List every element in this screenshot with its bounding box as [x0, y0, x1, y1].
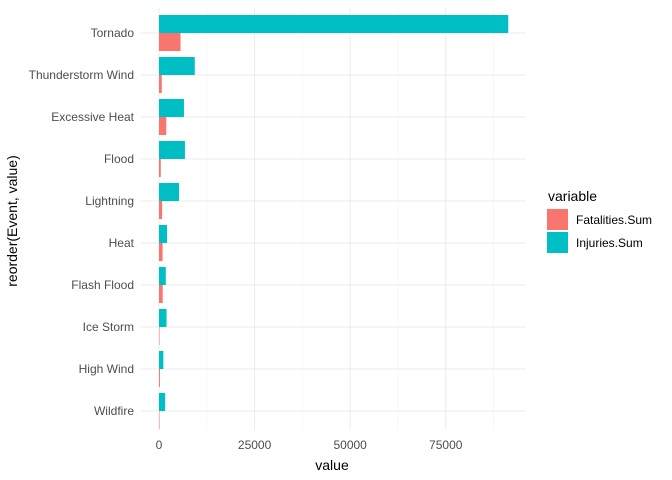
- y-tick-label: Excessive Heat: [51, 110, 134, 124]
- bar-heat-injuries: [159, 225, 168, 243]
- legend-swatch-fatalities: [547, 209, 568, 230]
- bar-thunderstorm-wind-injuries: [159, 57, 195, 75]
- bar-lightning-fatalities: [159, 201, 163, 219]
- y-axis-title: reorder(Event, value): [4, 155, 20, 287]
- bar-high-wind-injuries: [159, 351, 164, 369]
- grid: [141, 8, 526, 430]
- bar-wildfire-fatalities: [159, 411, 160, 429]
- legend: variable Fatalities.Sum Injuries.Sum: [547, 188, 652, 253]
- x-tick-labels: 0 25000 50000 75000: [156, 438, 463, 452]
- x-tick-label: 50000: [333, 438, 367, 452]
- y-tick-labels: Tornado Thunderstorm Wind Excessive Heat Fl…: [29, 26, 135, 418]
- bar-flash-flood-fatalities: [159, 285, 163, 303]
- legend-label-fatalities: Fatalities.Sum: [576, 213, 652, 227]
- bar-high-wind-fatalities: [159, 369, 160, 387]
- y-tick-label: Flash Flood: [71, 278, 134, 292]
- bar-thunderstorm-wind-fatalities: [159, 75, 162, 93]
- bar-wildfire-injuries: [159, 393, 166, 411]
- bar-tornado-fatalities: [159, 33, 181, 51]
- bar-ice-storm-injuries: [159, 309, 167, 327]
- bar-ice-storm-fatalities: [159, 327, 160, 345]
- bar-heat-fatalities: [159, 243, 163, 261]
- bar-excessive-heat-fatalities: [159, 117, 167, 135]
- x-tick-label: 0: [156, 438, 163, 452]
- bar-tornado-injuries: [159, 15, 509, 33]
- bar-excessive-heat-injuries: [159, 99, 184, 117]
- bars: [159, 15, 509, 429]
- x-tick-label: 75000: [429, 438, 463, 452]
- bar-flash-flood-injuries: [159, 267, 166, 285]
- bar-flood-fatalities: [159, 159, 161, 177]
- legend-label-injuries: Injuries.Sum: [576, 236, 643, 250]
- bar-lightning-injuries: [159, 183, 179, 201]
- x-axis-title: value: [315, 457, 349, 473]
- y-tick-label: Wildfire: [94, 404, 134, 418]
- y-tick-label: Tornado: [91, 26, 135, 40]
- y-tick-label: Flood: [104, 152, 134, 166]
- y-tick-label: Lightning: [85, 194, 134, 208]
- bar-flood-injuries: [159, 141, 185, 159]
- y-tick-label: Ice Storm: [83, 320, 134, 334]
- y-tick-label: Thunderstorm Wind: [29, 68, 134, 82]
- legend-swatch-injuries: [547, 232, 568, 253]
- legend-title: variable: [548, 188, 597, 204]
- y-tick-label: High Wind: [79, 362, 134, 376]
- x-tick-label: 25000: [238, 438, 272, 452]
- y-tick-label: Heat: [109, 236, 135, 250]
